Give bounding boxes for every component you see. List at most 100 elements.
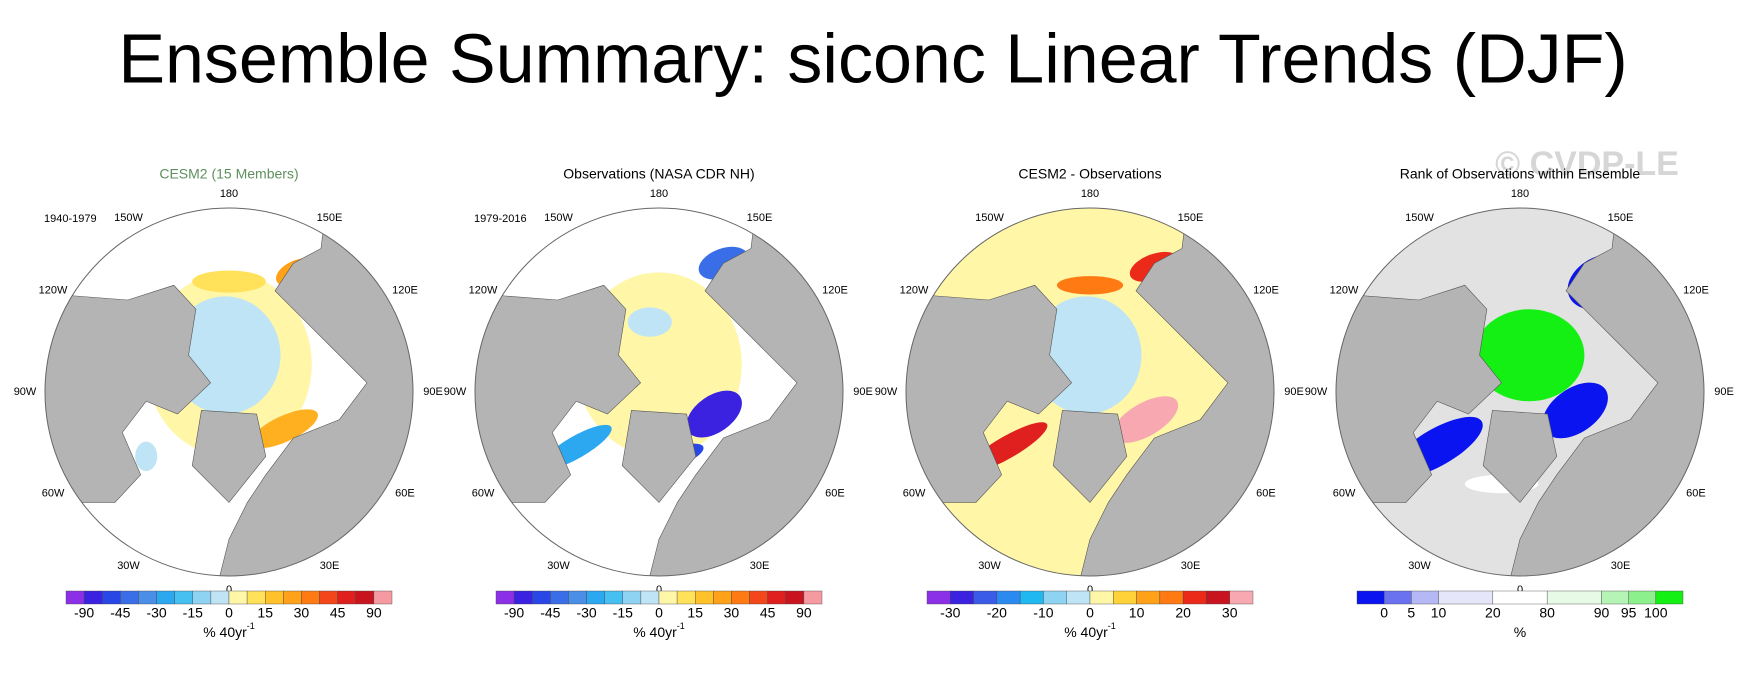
colorbar-tick-label: 30 (294, 605, 310, 621)
colorbar-tick-label: -30 (146, 605, 166, 621)
colorbar-tick-label: -30 (576, 605, 596, 621)
colorbar-box (1628, 590, 1657, 605)
colorbar-tick-label: -15 (613, 605, 633, 621)
unit-superscript: -1 (677, 621, 685, 631)
longitude-label: 180 (1081, 188, 1099, 200)
longitude-label: 60W (42, 488, 65, 500)
unit-superscript: -1 (247, 621, 255, 631)
colorbar-tick-label: 0 (225, 605, 233, 621)
colorbar-box (1136, 590, 1161, 605)
longitude-label: 90E (423, 386, 443, 398)
colorbar-box (622, 590, 642, 605)
land (1053, 410, 1127, 502)
colorbar-tick-label: 80 (1539, 605, 1555, 621)
longitude-label: 180 (650, 188, 668, 200)
colorbar-tick-label: 30 (1222, 605, 1238, 621)
colorbar-box (283, 590, 302, 605)
colorbar-box (767, 590, 786, 605)
longitude-label: 30W (547, 560, 570, 572)
colorbar-box (138, 590, 157, 605)
colorbar-box (1546, 590, 1602, 605)
sea-ice-patch (1474, 309, 1585, 402)
colorbar-box (996, 590, 1021, 605)
land (192, 410, 266, 502)
colorbar-box (586, 590, 605, 605)
colorbar-tick-label: -20 (987, 605, 1007, 621)
panel-title: CESM2 - Observations (1018, 166, 1161, 182)
colorbar-box (1438, 590, 1494, 605)
colorbar-unit: % 40yr-1 (1064, 621, 1116, 639)
longitude-label: 120E (822, 284, 848, 296)
colorbar-box (676, 590, 696, 605)
colorbar-tick-label: -45 (540, 605, 560, 621)
longitude-label: 0 (1087, 584, 1093, 596)
longitude-label: 120W (1330, 284, 1359, 296)
colorbar-tick-label: 15 (257, 605, 273, 621)
map-border (474, 207, 844, 577)
map (1336, 208, 1704, 576)
colorbar-tick-label: -10 (1033, 605, 1053, 621)
colorbar-tick-label: 90 (796, 605, 812, 621)
colorbar-box (1019, 590, 1044, 605)
colorbar-box (950, 590, 974, 605)
sea-ice-patch (686, 390, 742, 438)
sea-ice-patch (1112, 396, 1179, 443)
colorbar-box (1066, 590, 1091, 605)
colorbar-tick-label: 10 (1129, 605, 1145, 621)
colorbar-box (373, 590, 393, 605)
colorbar-box (803, 590, 823, 605)
longitude-label: 60W (1333, 488, 1356, 500)
unit-text: % (1514, 624, 1526, 640)
colorbar-box (1492, 590, 1548, 605)
land (906, 285, 1071, 502)
colorbar-box (210, 590, 230, 605)
panel: CESM2 - Observations 180 150E 120E 90E 60E 30E… (875, 166, 1304, 640)
colorbar-box (301, 590, 320, 605)
sea-ice-patch (1542, 382, 1608, 439)
colorbar-tick-label: 10 (1431, 605, 1447, 621)
map (475, 208, 843, 576)
land (622, 410, 696, 502)
colorbar-box (550, 590, 569, 605)
colorbar-unit: % 40yr-1 (203, 621, 255, 639)
unit-text: % 40yr (633, 624, 677, 640)
colorbar-box (926, 590, 951, 605)
land (45, 285, 210, 502)
sea-ice-patch (135, 441, 158, 472)
colorbar-box (658, 590, 678, 605)
longitude-label: 150E (1178, 212, 1204, 224)
colorbar-box (749, 590, 768, 605)
longitude-label: 180 (220, 188, 238, 200)
panel: CESM2 (15 Members) 1940-1979 180 150E 120E 90… (14, 166, 443, 640)
colorbar-unit: % (1514, 624, 1526, 640)
colorbar-tick-label: -30 (940, 605, 960, 621)
longitude-label: 90E (853, 386, 873, 398)
colorbar-box (120, 590, 139, 605)
colorbar-tick-label: -15 (183, 605, 203, 621)
colorbar-box (337, 590, 356, 605)
longitude-label: 150E (1608, 212, 1634, 224)
colorbar-box (513, 590, 533, 605)
colorbar-tick-label: -45 (110, 605, 130, 621)
map (906, 208, 1274, 576)
colorbar-box (1411, 590, 1439, 605)
map-border (1335, 207, 1705, 577)
panel-title: CESM2 (15 Members) (159, 166, 298, 182)
colorbar-box (1159, 590, 1184, 605)
panel: Observations (NASA CDR NH) 1979-2016 180 15… (444, 166, 873, 640)
longitude-label: 30W (117, 560, 140, 572)
panel: Rank of Observations within Ensemble 180 1… (1305, 166, 1734, 640)
longitude-label: 0 (226, 584, 232, 596)
colorbar-box (695, 590, 714, 605)
longitude-label: 0 (1517, 584, 1523, 596)
colorbar-tick-label: 45 (330, 605, 346, 621)
longitude-label: 30W (978, 560, 1001, 572)
watermark: © CVDP-LE (1495, 145, 1679, 183)
longitude-label: 90W (875, 386, 898, 398)
longitude-label: 30E (750, 560, 770, 572)
unit-text: % 40yr (203, 624, 247, 640)
longitude-label: 180 (1511, 188, 1529, 200)
colorbar-tick-label: 95 (1621, 605, 1637, 621)
colorbar-box (1601, 590, 1629, 605)
longitude-label: 60E (1256, 488, 1276, 500)
